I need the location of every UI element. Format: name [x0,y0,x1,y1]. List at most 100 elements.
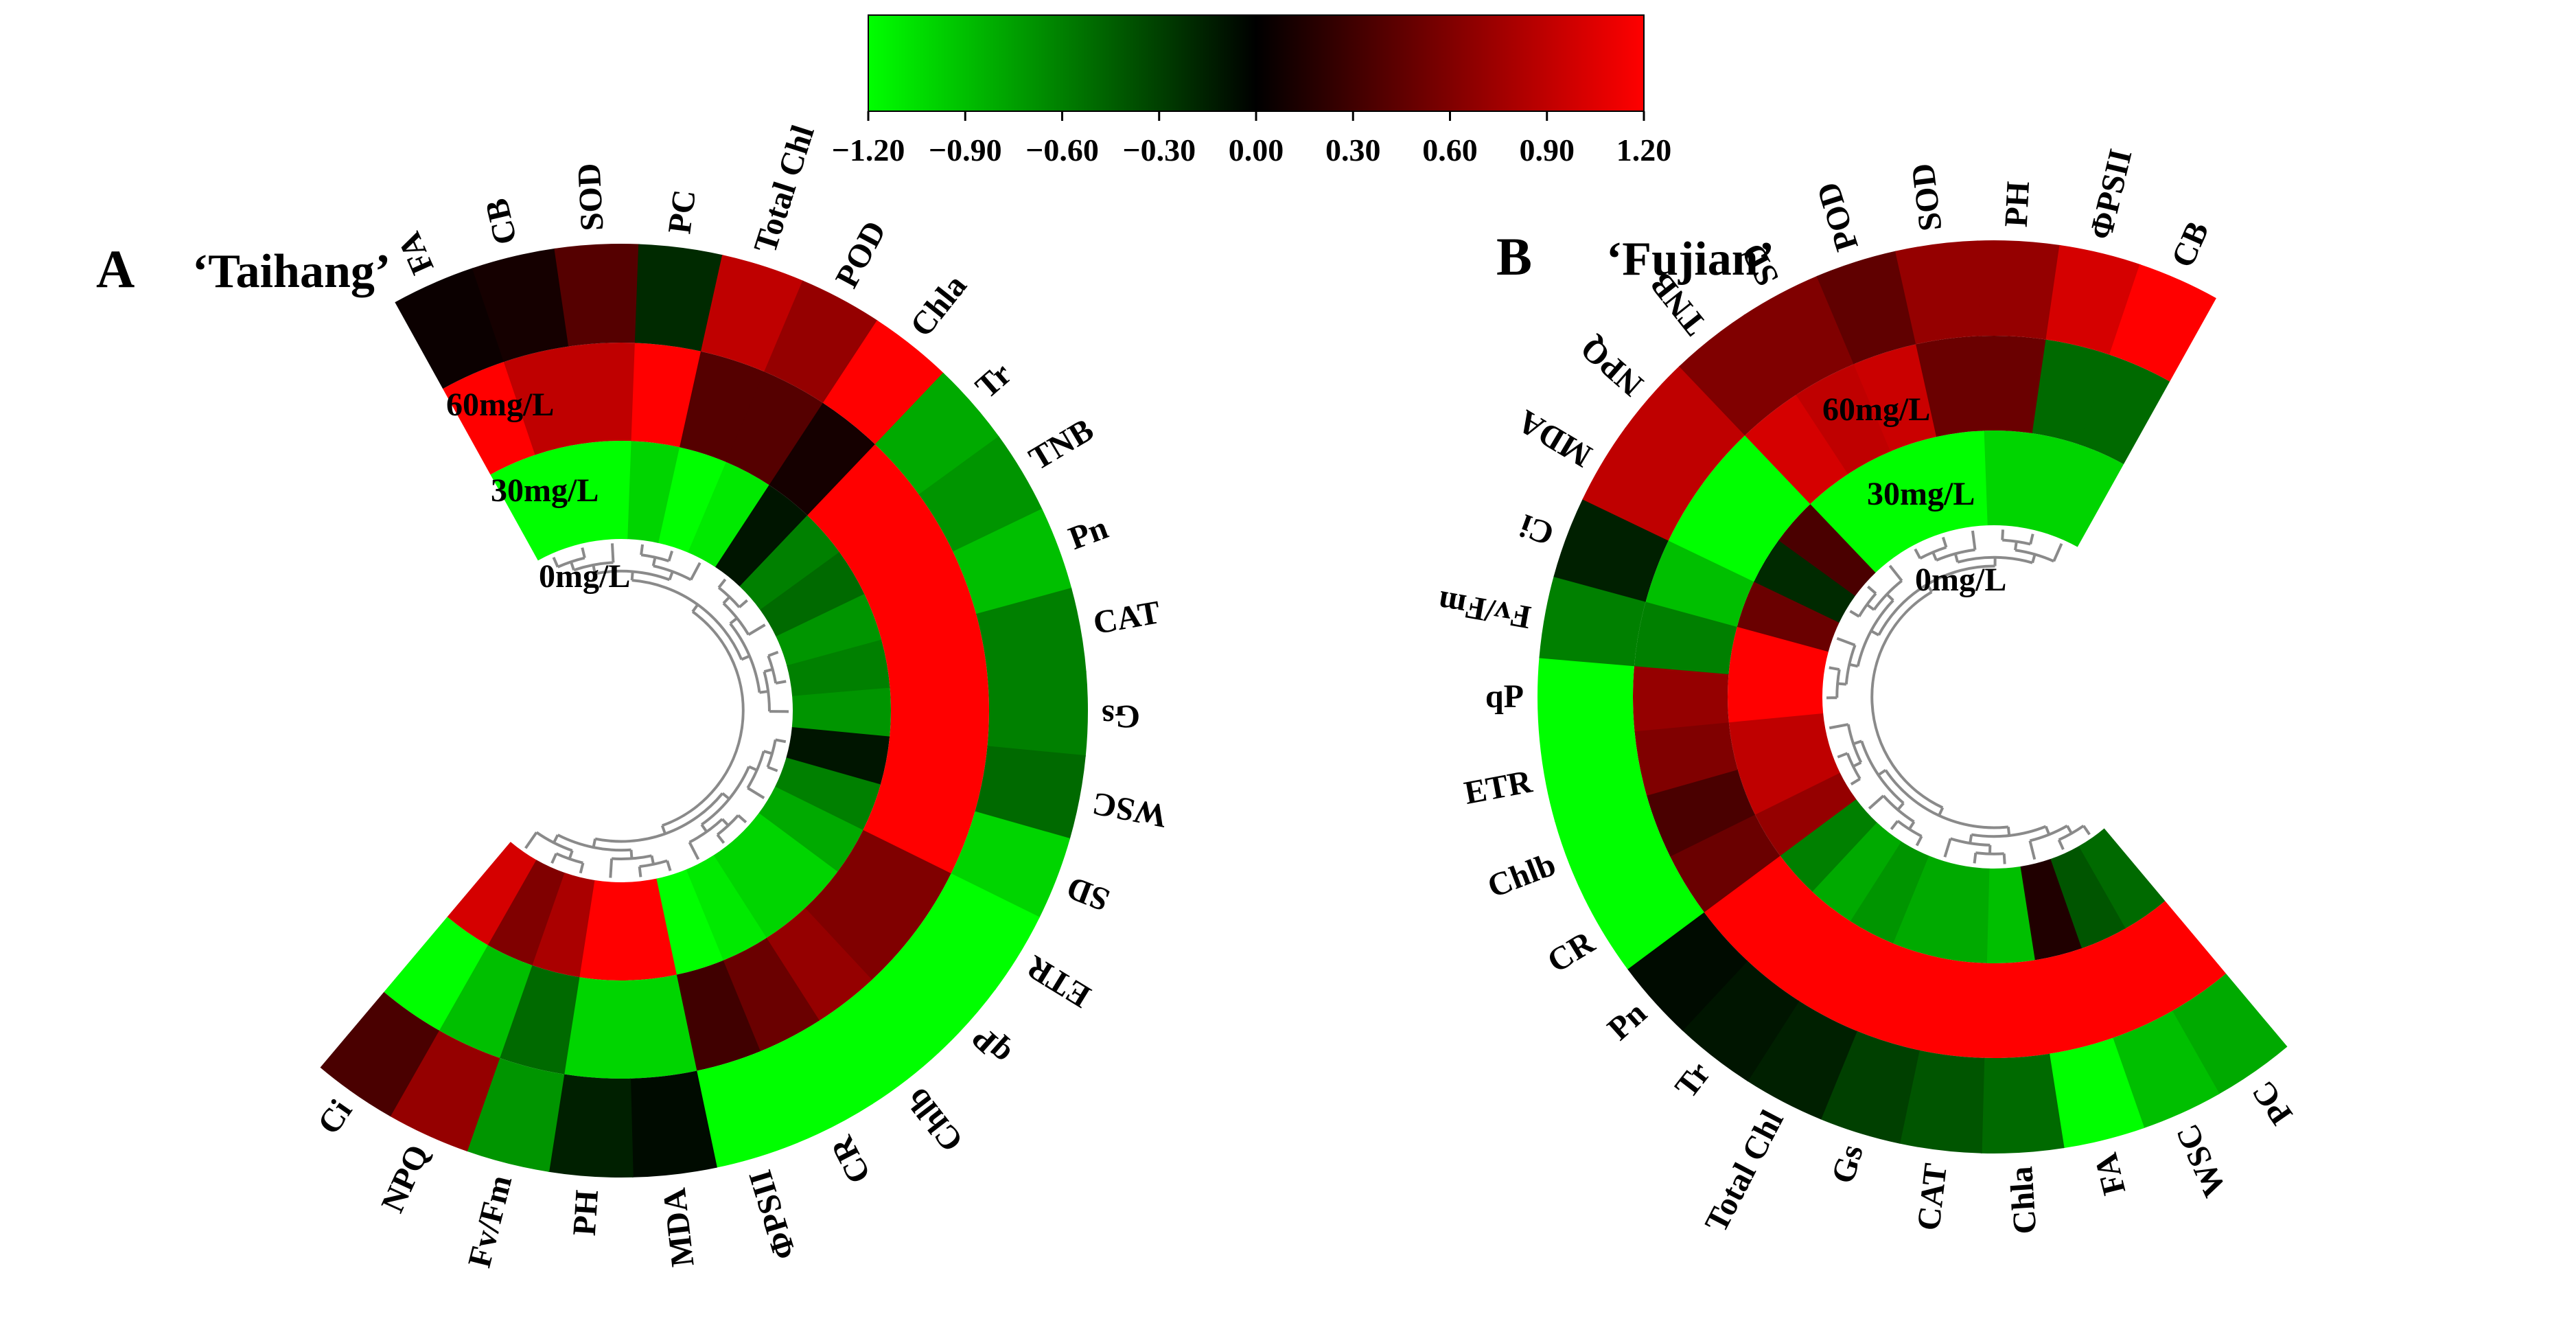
variable-label: POD [1810,178,1866,255]
colorbar-tick-label: 0.90 [1520,133,1575,168]
colorbar-tick-label: 1.20 [1616,133,1672,168]
heatmap-cell [554,244,640,347]
colorbar-gradient [868,15,1644,111]
panel-a-heatmap [321,244,1088,1178]
heatmap-cell [1981,1054,2065,1153]
variable-label: MDA [656,1186,701,1268]
heatmap-cell [890,679,989,746]
variable-label: Pn [1601,995,1653,1048]
dendrogram-branch [1869,796,1883,809]
panel-b-ring-label-60: 60mg/L [1822,391,1930,428]
panel-a-title: ‘Taihang’ [192,245,391,298]
dendrogram-branch [1887,595,1893,601]
dendrogram-branch [691,563,700,580]
variable-label: Chla [2003,1165,2043,1235]
dendrogram-branch [2004,853,2005,864]
dendrogram-branch [1829,667,1840,669]
variable-label: SOD [570,162,610,231]
dendrogram-branch [1939,807,1942,816]
dendrogram-branch [1945,838,1950,857]
dendrogram-branch [1890,566,1901,581]
variable-label: CR [1541,923,1601,980]
heatmap-cell [1633,665,1729,731]
variable-label: Gs [1824,1140,1870,1188]
variable-label: qP [1485,678,1524,715]
dendrogram-branch [1915,549,1920,558]
variable-label: ΦPSII [742,1166,804,1264]
dendrogram-branch [1917,836,1922,846]
colorbar-tick-label: 0.30 [1325,133,1381,168]
variable-label: TNB [1023,411,1100,477]
dendrogram-branch [719,579,726,588]
dendrogram-branch [1868,586,1876,593]
dendrogram-branch [747,788,764,799]
variable-label: ETR [1461,763,1535,812]
dendrogram-branch [1853,763,1861,767]
panel-a-letter: A [96,239,135,299]
dendrogram-branch [767,767,777,770]
heatmap-cell [1538,657,1634,741]
variable-label: Fv/Fm [1435,584,1533,636]
variable-label: Total Chl [1698,1105,1791,1238]
variable-label: PC [2245,1075,2300,1132]
dendrogram-branch [764,669,772,671]
dendrogram-branch [1837,753,1847,757]
colorbar-tick-label: −1.20 [832,133,905,168]
variable-label: PC [661,187,703,236]
dendrogram-branch [2046,827,2050,835]
colorbar-tick-label: 0.00 [1229,133,1284,168]
dendrogram-branch [1943,538,1947,548]
variable-label: Chlb [1483,846,1561,905]
dendrogram-branch [526,832,537,848]
dendrogram-branch [669,551,672,562]
variable-label: CR [823,1129,878,1189]
variable-label: Chlb [899,1081,971,1159]
panel-a-ring-label-60: 60mg/L [446,387,554,423]
variable-label: NPQ [1574,330,1650,404]
dendrogram-branch [690,842,699,860]
dendrogram-branch [1867,605,1874,610]
dendrogram-branch [610,859,612,878]
dendrogram-branch [2002,529,2003,540]
variable-label: FA [391,227,441,279]
dendrogram-branch [552,853,556,863]
dendrogram-branch [582,548,585,558]
variable-label: SOD [1905,161,1949,233]
dendrogram-branch [667,861,670,871]
panel-b-ring-label-30: 30mg/L [1867,476,1975,512]
variable-label: SD [1062,869,1114,919]
dendrogram-branch [1851,779,1860,784]
dendrogram-branch [631,850,632,859]
variable-label: CB [478,195,524,248]
variable-label: WSC [1089,785,1170,834]
variable-label: WSC [2169,1119,2233,1202]
dendrogram-branch [2067,826,2072,834]
heatmap-cell [987,671,1088,757]
dendrogram-branch [730,618,737,623]
dendrogram-branch [1871,631,1879,635]
variable-label: PH [1998,181,2037,228]
panel-b-ring-label-0: 0mg/L [1915,562,2006,598]
dendrogram-branch [768,652,778,656]
dendrogram-branch [1975,853,1976,863]
dendrogram-branch [554,835,558,842]
dendrogram-branch [1879,770,1886,775]
dendrogram-branch [717,835,723,843]
dendrogram-branch [641,544,642,555]
dendrogram-branch [748,625,765,634]
dendrogram-branch [1973,531,1975,550]
variable-label: MDA [1511,402,1598,474]
dendrogram-branch [738,815,745,822]
variable-label: Fv/Fm [461,1171,519,1271]
colorbar-tick-label: −0.60 [1025,133,1099,168]
variable-label: ETR [1019,948,1097,1015]
dendrogram-branch [2059,840,2063,849]
variable-label: Chla [903,268,974,343]
variable-label: qP [965,1020,1018,1072]
variable-label: ΦPSII [2082,146,2139,243]
dendrogram-branch [776,681,786,683]
dendrogram-branch [1891,821,1897,829]
variable-label: NPQ [374,1139,436,1217]
